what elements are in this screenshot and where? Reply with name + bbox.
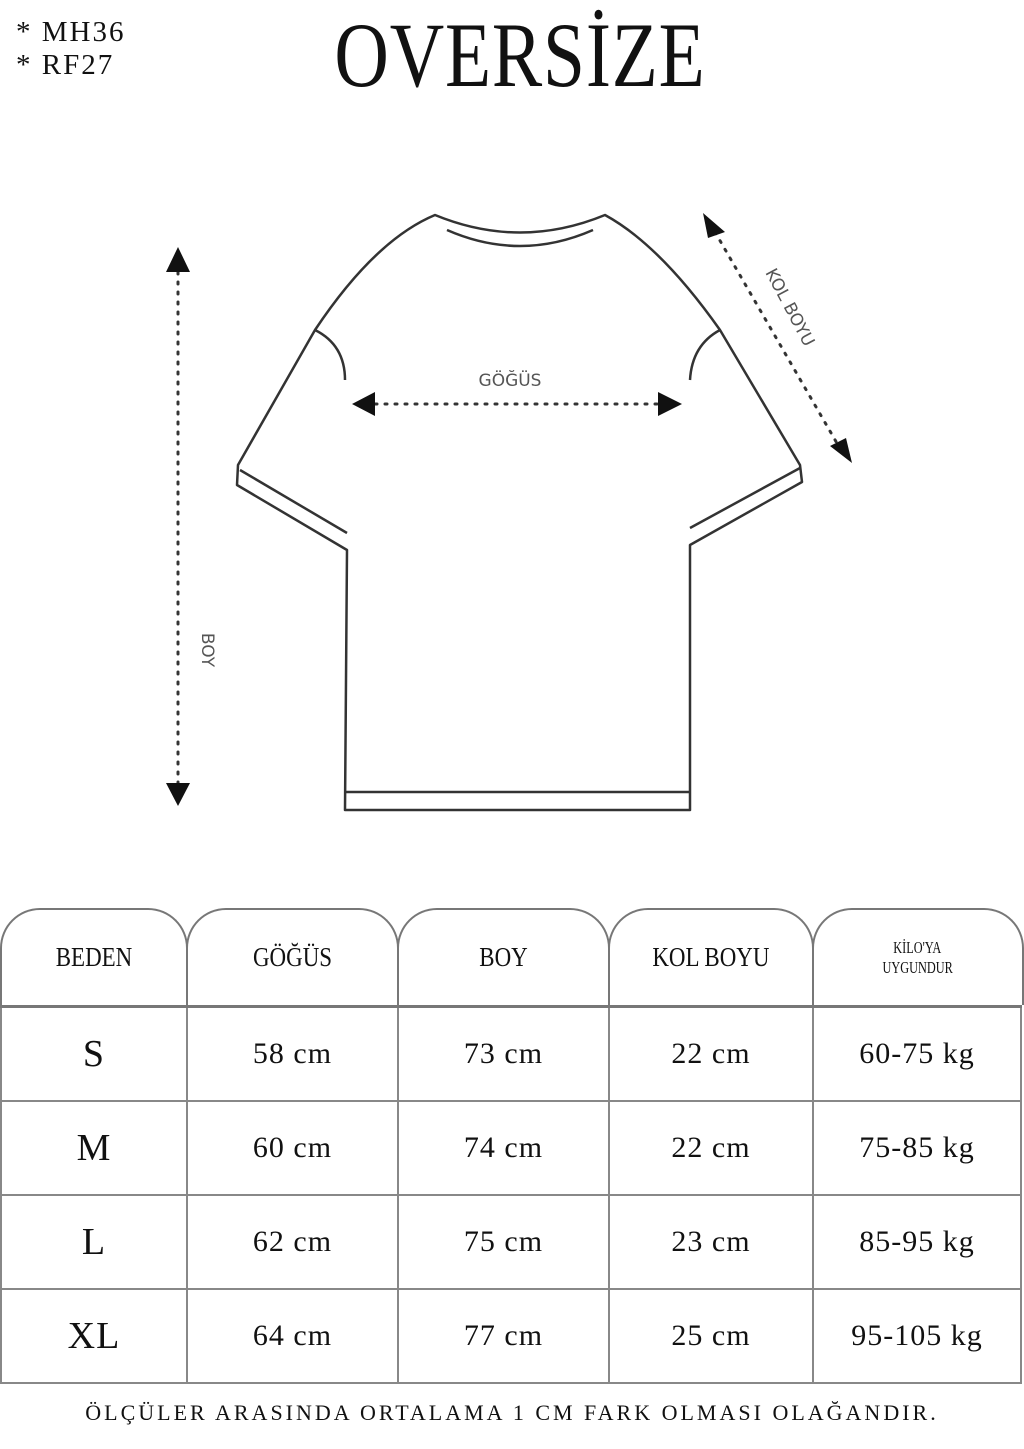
chest-cell: 60 cm xyxy=(188,1102,399,1194)
weight-cell: 85-95 kg xyxy=(814,1196,1022,1288)
table-row: S 58 cm 73 cm 22 cm 60-75 kg xyxy=(0,1008,1022,1102)
size-cell: L xyxy=(0,1196,188,1288)
header-weight: KİLO'YA UYGUNDUR xyxy=(812,908,1024,1005)
sleeve-cell: 22 cm xyxy=(610,1102,814,1194)
arrow-up-left-icon xyxy=(703,213,725,238)
size-table-body: S 58 cm 73 cm 22 cm 60-75 kg M 60 cm 74 … xyxy=(0,1005,1022,1384)
sleeve-arrow-line xyxy=(713,230,840,447)
arrow-down-right-icon xyxy=(830,438,852,463)
header-sleeve: KOL BOYU xyxy=(608,908,814,1005)
table-row: XL 64 cm 77 cm 25 cm 95-105 kg xyxy=(0,1290,1022,1384)
length-cell: 75 cm xyxy=(399,1196,610,1288)
weight-cell: 75-85 kg xyxy=(814,1102,1022,1194)
sleeve-label: KOL BOYU xyxy=(761,265,819,350)
length-cell: 74 cm xyxy=(399,1102,610,1194)
table-row: L 62 cm 75 cm 23 cm 85-95 kg xyxy=(0,1196,1022,1290)
weight-cell: 60-75 kg xyxy=(814,1008,1022,1100)
chest-label: GÖĞÜS xyxy=(479,369,542,391)
chest-cell: 62 cm xyxy=(188,1196,399,1288)
sleeve-cell: 25 cm xyxy=(610,1290,814,1382)
length-cell: 77 cm xyxy=(399,1290,610,1382)
header-size: BEDEN xyxy=(0,908,188,1005)
arrow-right-icon xyxy=(658,392,682,416)
tshirt-diagram: GÖĞÜS BOY KOL BOYU xyxy=(166,213,852,812)
product-codes: * MH36 * RF27 xyxy=(16,16,125,82)
code-2: * RF27 xyxy=(16,49,115,81)
arrow-left-icon xyxy=(352,392,375,416)
sleeve-cell: 23 cm xyxy=(610,1196,814,1288)
arrow-up-icon xyxy=(166,247,190,272)
length-label: BOY xyxy=(197,633,217,668)
size-cell: XL xyxy=(0,1290,188,1382)
header-length: BOY xyxy=(397,908,610,1005)
size-cell: M xyxy=(0,1102,188,1194)
page-title: OVERSİZE xyxy=(334,4,706,106)
header-chest: GÖĞÜS xyxy=(186,908,399,1005)
sleeve-cell: 22 cm xyxy=(610,1008,814,1100)
weight-cell: 95-105 kg xyxy=(814,1290,1022,1382)
size-cell: S xyxy=(0,1008,188,1100)
tshirt-outline xyxy=(235,213,804,812)
code-1: * MH36 xyxy=(16,16,126,48)
arrow-down-icon xyxy=(166,783,190,806)
footer-note: ÖLÇÜLER ARASINDA ORTALAMA 1 CM FARK OLMA… xyxy=(85,1400,939,1425)
chest-cell: 64 cm xyxy=(188,1290,399,1382)
chest-cell: 58 cm xyxy=(188,1008,399,1100)
length-cell: 73 cm xyxy=(399,1008,610,1100)
table-row: M 60 cm 74 cm 22 cm 75-85 kg xyxy=(0,1102,1022,1196)
